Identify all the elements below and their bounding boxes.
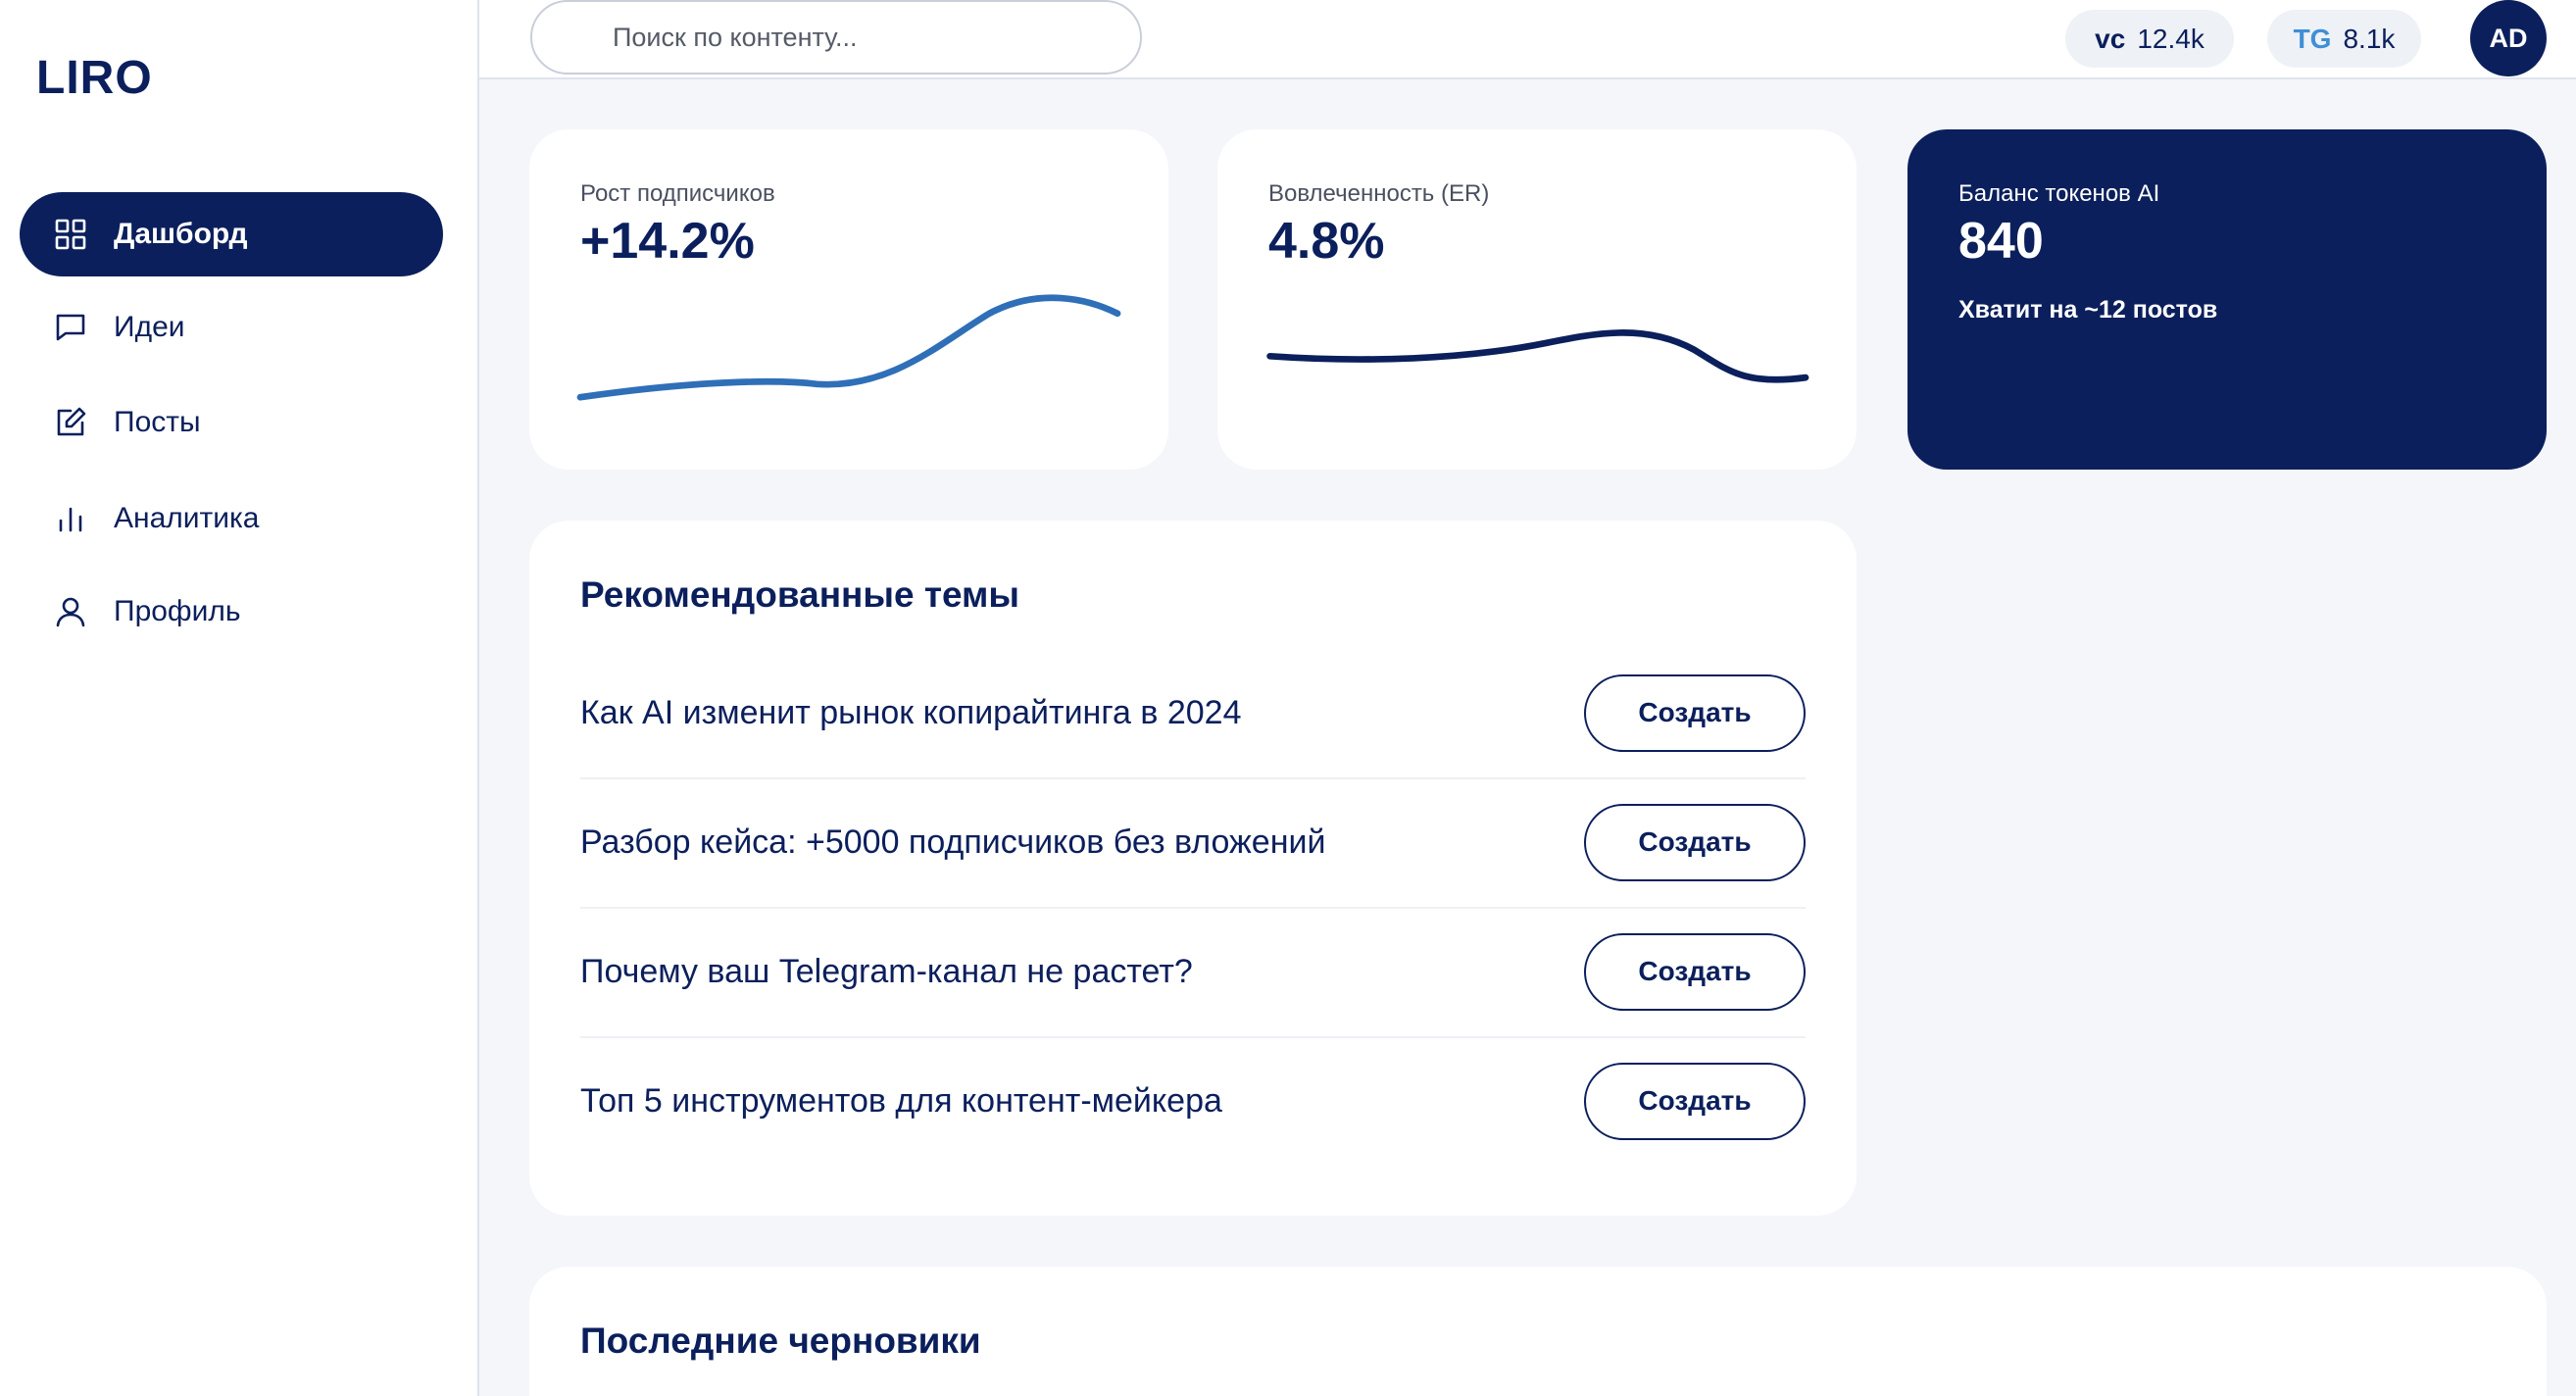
search-box[interactable]: Поиск по контенту...: [530, 0, 1142, 75]
nav-icon: [57, 407, 86, 436]
create-button[interactable]: Создать: [1584, 932, 1806, 1011]
badge-value: 8.1k: [2343, 23, 2396, 54]
nav-item[interactable]: Профиль: [20, 570, 443, 654]
create-button[interactable]: Создать: [1584, 673, 1806, 752]
nav-label: Аналитика: [114, 502, 260, 534]
stat-value: 840: [1958, 213, 2044, 270]
nav-item[interactable]: Идеи: [20, 285, 443, 370]
logo: LIRO: [36, 52, 153, 104]
platform-badge: TG 8.1k: [2267, 10, 2421, 68]
topic-row: Как AI изменит рынок копирайтинга в 2024…: [580, 648, 1806, 779]
nav-label: Профиль: [114, 595, 241, 627]
topic-text: Как AI изменит рынок копирайтинга в 2024: [580, 693, 1242, 731]
nav-item[interactable]: Посты: [20, 380, 443, 465]
topic-row: Разбор кейса: +5000 подписчиков без влож…: [580, 777, 1806, 909]
nav-icon: [55, 219, 86, 250]
nav-label: Идеи: [114, 311, 185, 343]
stat-card: Рост подписчиков +14.2%: [529, 129, 1168, 470]
topic-row: Почему ваш Telegram-канал не растет? Созд…: [580, 907, 1806, 1038]
nav-item[interactable]: Дашборд: [20, 192, 443, 276]
badge-value: 12.4k: [2137, 23, 2204, 54]
drafts-card: Последние черновики: [529, 1267, 2547, 1396]
topbar: Поиск по контенту... AD vc 12.4k TG 8.1k: [479, 0, 2576, 79]
stat-card: Баланс токенов AI 840 Хватит на ~12 постов: [1907, 129, 2547, 470]
stat-label: Баланс токенов AI: [1958, 180, 2160, 207]
topic-row: Топ 5 инструментов для контент-мейкера Со…: [580, 1036, 1806, 1166]
stat-card: Вовлеченность (ER) 4.8%: [1217, 129, 1857, 470]
sparkline: [1266, 329, 1809, 383]
stat-label: Вовлеченность (ER): [1268, 180, 1490, 207]
card-title: Последние черновики: [580, 1321, 981, 1361]
topics-card: Рекомендованные темы Как AI изменит рыно…: [529, 521, 1857, 1216]
stat-value: 4.8%: [1268, 213, 1385, 270]
badge-platform: vc: [2095, 23, 2126, 54]
topic-text: Почему ваш Telegram-канал не растет?: [580, 952, 1193, 990]
nav-icon: [59, 507, 82, 532]
stat-note: Хватит на ~12 постов: [1958, 296, 2218, 324]
nav-item[interactable]: Аналитика: [20, 476, 443, 561]
stat-value: +14.2%: [580, 213, 755, 270]
badge-platform: TG: [2293, 23, 2332, 54]
search-placeholder: Поиск по контенту...: [613, 22, 858, 52]
card-title: Рекомендованные темы: [580, 574, 1020, 615]
nav-label: Посты: [114, 406, 201, 438]
topic-text: Разбор кейса: +5000 подписчиков без влож…: [580, 823, 1326, 861]
stat-label: Рост подписчиков: [580, 180, 775, 207]
nav-icon: [56, 597, 85, 627]
create-button[interactable]: Создать: [1584, 803, 1806, 881]
sparkline: [576, 294, 1121, 401]
sidebar: LIRO Дашборд Идеи Посты Аналитика Профиль: [0, 0, 479, 1396]
nav-label: Дашборд: [114, 218, 248, 250]
platform-badge: vc 12.4k: [2065, 10, 2234, 68]
nav-icon: [56, 314, 85, 341]
create-button[interactable]: Создать: [1584, 1062, 1806, 1140]
topic-text: Топ 5 инструментов для контент-мейкера: [580, 1081, 1222, 1120]
avatar[interactable]: AD: [2470, 0, 2547, 76]
